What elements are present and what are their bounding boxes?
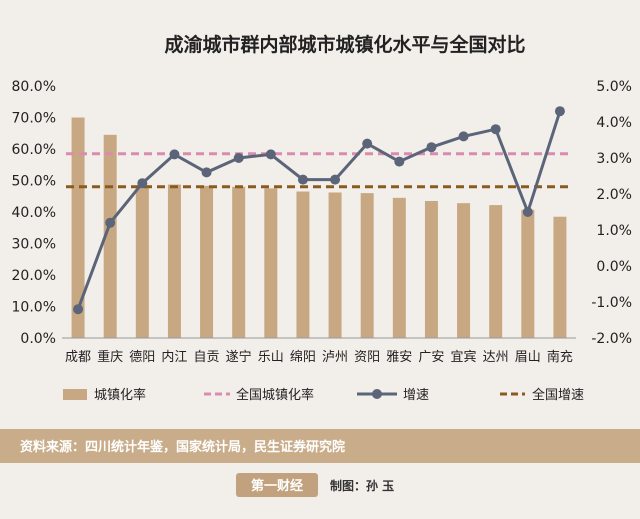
source-text: 资料来源：四川统计年鉴，国家统计局，民生证券研究院 — [20, 439, 345, 455]
credit-text: 制图：孙 玉 — [330, 478, 394, 493]
category-label: 自贡 — [194, 350, 220, 365]
growth-point — [233, 153, 244, 163]
category-label: 资阳 — [354, 350, 380, 365]
growth-point — [490, 124, 501, 135]
bar — [296, 191, 310, 338]
bar — [200, 185, 214, 338]
source-banner — [0, 429, 640, 463]
legend-growth-label: 增速 — [403, 388, 429, 403]
growth-point — [522, 207, 533, 217]
category-label: 宜宾 — [451, 349, 477, 365]
right-tick-label: 2.0% — [596, 187, 632, 203]
bar — [553, 216, 567, 338]
bar — [392, 197, 406, 338]
right-tick-label: -2.0% — [591, 331, 632, 347]
left-tick-label: 20.0% — [12, 268, 56, 284]
growth-point — [330, 174, 341, 185]
category-label: 雅安 — [386, 350, 412, 365]
right-tick-label: 1.0% — [596, 223, 632, 239]
category-label: 泸州 — [322, 350, 348, 365]
bar — [360, 193, 374, 338]
category-label: 达州 — [483, 350, 509, 365]
growth-series — [73, 106, 565, 315]
bar — [424, 200, 438, 338]
bar — [232, 186, 246, 338]
bar — [457, 203, 471, 338]
growth-point — [137, 178, 148, 189]
legend-national-growth-label: 全国增速 — [532, 387, 584, 403]
growth-point — [554, 106, 565, 117]
legend: 城镇化率 全国城镇化率 增速 全国增速 — [63, 387, 584, 403]
category-label: 重庆 — [97, 349, 123, 365]
bar — [71, 117, 85, 338]
logo-badge — [236, 473, 318, 497]
left-tick-label: 10.0% — [12, 300, 56, 316]
bar — [264, 188, 278, 338]
left-tick-label: 0.0% — [20, 331, 56, 347]
legend-bar-swatch — [63, 389, 87, 400]
growth-line-path — [76, 110, 562, 310]
category-label: 绵阳 — [290, 350, 316, 365]
growth-point — [394, 156, 405, 167]
legend-bar-label: 城镇化率 — [94, 387, 146, 403]
category-label: 广安 — [418, 350, 444, 365]
category-label: 德阳 — [129, 350, 155, 365]
right-tick-label: 3.0% — [596, 151, 632, 167]
bar — [135, 185, 149, 338]
growth-point — [426, 142, 437, 153]
logo: 第一财经 — [251, 478, 303, 494]
category-label: 乐山 — [258, 350, 284, 365]
category-label: 眉山 — [515, 350, 541, 365]
growth-point — [201, 167, 212, 178]
left-tick-label: 30.0% — [12, 237, 56, 253]
legend-growth-marker — [372, 389, 382, 399]
category-labels: 成都 重庆 德阳 内江 自贡 遂宁 乐山 绵阳 泸州 资阳 雅安 广安 宜宾 达州 眉山 南充 — [65, 349, 573, 365]
bar — [489, 205, 503, 338]
bar — [521, 209, 535, 338]
growth-point — [297, 174, 308, 185]
category-label: 南充 — [547, 349, 573, 365]
right-axis: -2.0% -1.0% 0.0% 1.0% 2.0% 3.0% 4.0% 5.0% — [591, 79, 632, 347]
category-label: 成都 — [65, 350, 91, 365]
left-tick-label: 80.0% — [12, 79, 56, 95]
bar — [328, 192, 342, 338]
left-axis: 0.0% 10.0% 20.0% 30.0% 40.0% 50.0% 60.0% 70.0% 8… — [12, 79, 56, 347]
right-tick-label: 5.0% — [596, 79, 632, 95]
right-tick-label: -1.0% — [591, 295, 632, 311]
growth-point — [105, 217, 116, 228]
reference-lines — [66, 152, 568, 189]
right-tick-label: 4.0% — [596, 115, 632, 131]
chart-title: 成渝城市群内部城市城镇化水平与全国对比 — [164, 33, 525, 56]
growth-point — [362, 138, 373, 149]
growth-point — [265, 149, 276, 160]
legend-national-rate-label: 全国城镇化率 — [236, 387, 314, 403]
growth-point — [458, 131, 469, 142]
growth-point — [169, 149, 180, 160]
category-label: 遂宁 — [226, 349, 252, 365]
left-tick-label: 50.0% — [12, 174, 56, 190]
bar — [167, 184, 181, 338]
bars — [71, 117, 567, 338]
left-tick-label: 40.0% — [12, 205, 56, 221]
left-tick-label: 60.0% — [12, 142, 56, 158]
growth-point — [73, 304, 84, 315]
category-label: 内江 — [161, 349, 187, 365]
left-tick-label: 70.0% — [12, 111, 56, 127]
right-tick-label: 0.0% — [596, 259, 632, 275]
